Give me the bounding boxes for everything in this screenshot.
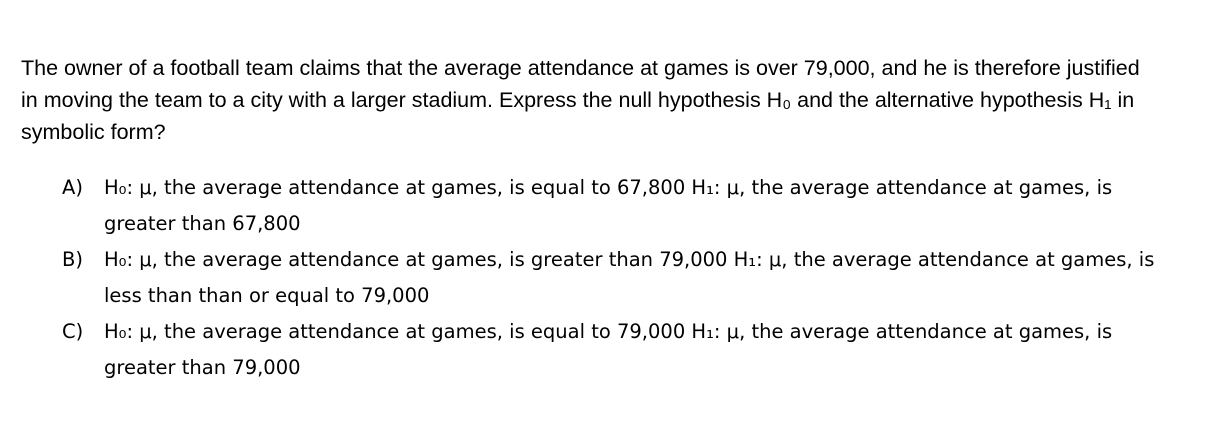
option-b-text: H₀: μ, the average attendance at games, …: [104, 248, 1155, 307]
question-text: The owner of a football team claims that…: [21, 56, 1140, 144]
option-b[interactable]: B) H₀: μ, the average attendance at game…: [62, 242, 1162, 314]
answer-options: A) H₀: μ, the average attendance at game…: [62, 170, 1162, 386]
option-a-text: H₀: μ, the average attendance at games, …: [104, 176, 1113, 235]
option-b-letter: B): [62, 248, 83, 271]
option-c[interactable]: C) H₀: μ, the average attendance at game…: [62, 314, 1162, 386]
option-c-text: H₀: μ, the average attendance at games, …: [104, 320, 1113, 379]
option-a[interactable]: A) H₀: μ, the average attendance at game…: [62, 170, 1162, 242]
option-a-letter: A): [62, 176, 83, 199]
option-c-letter: C): [62, 320, 84, 343]
